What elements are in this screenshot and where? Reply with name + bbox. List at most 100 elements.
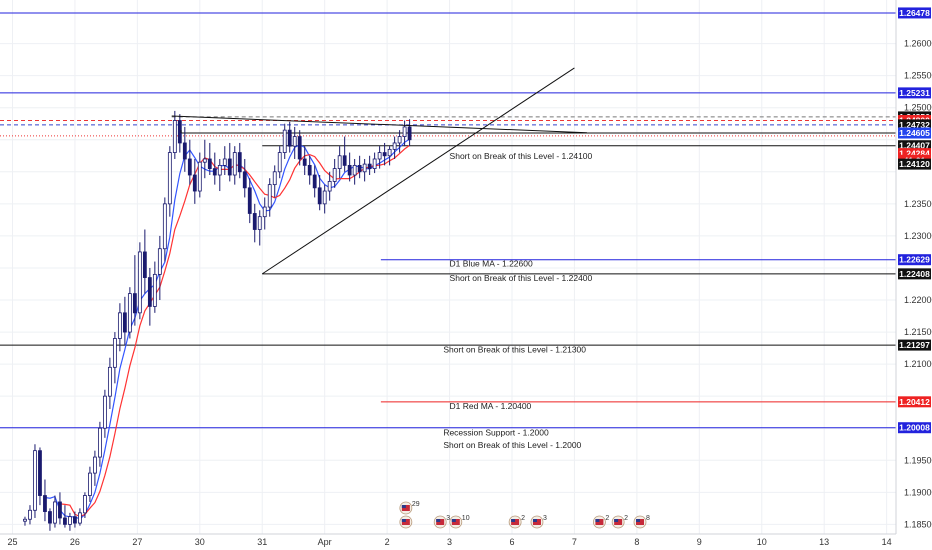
candle-body-up — [162, 203, 167, 250]
candle — [93, 450, 97, 486]
event-count-label: 2 — [521, 515, 525, 522]
candle-body-down — [342, 155, 347, 166]
candle — [307, 155, 312, 185]
candle — [167, 146, 172, 217]
candle — [347, 152, 352, 182]
price-tag-background — [898, 7, 931, 19]
candle-body-up — [88, 472, 92, 496]
price-tick-label: 1.25500 — [904, 71, 932, 81]
candle-body-down — [142, 251, 147, 278]
candle — [137, 242, 142, 320]
candle-body-down — [237, 152, 242, 173]
candle — [322, 184, 327, 214]
candle-body-up — [167, 152, 172, 205]
candle — [187, 139, 192, 185]
candle-body-down — [132, 293, 137, 314]
candle-body-down — [63, 517, 67, 525]
candle-body-up — [327, 181, 332, 192]
candle — [277, 146, 282, 179]
candle — [232, 146, 237, 185]
price-tick-label: 1.18500 — [904, 519, 932, 529]
candle-body-up — [102, 395, 107, 429]
candle-body-down — [122, 312, 127, 333]
price-tag-label: 1.24605 — [899, 128, 930, 138]
candle-body-up — [23, 518, 27, 522]
event-count-label: 2 — [605, 515, 609, 522]
candle-body-up — [397, 136, 402, 144]
candle — [28, 505, 32, 525]
economic-event-flag-icon: 3 — [530, 515, 547, 529]
candle-body-down — [48, 511, 52, 524]
candle-body-down — [242, 171, 247, 189]
candle — [262, 197, 267, 230]
annotation-text: Short on Break of this Level - 1.24100 — [450, 151, 593, 161]
candle-body-down — [407, 126, 412, 141]
price-tick-label: 1.23000 — [904, 231, 932, 241]
price-tag-background — [898, 339, 931, 351]
candle-body-down — [187, 158, 192, 176]
flag-canton-icon — [595, 519, 600, 522]
price-tag-background — [898, 422, 931, 434]
annotation-text: Short on Break of this Level - 1.22400 — [450, 273, 593, 283]
candle-body-down — [38, 450, 42, 496]
candle — [257, 210, 262, 246]
candle-body-down — [58, 501, 62, 519]
candle-body-down — [147, 277, 152, 307]
annotation-text: D1 Red MA - 1.20400 — [450, 401, 532, 411]
candle — [387, 146, 392, 166]
candle — [147, 267, 152, 326]
candle-body-up — [152, 273, 157, 307]
candle-body-up — [377, 152, 382, 160]
candle-body-down — [212, 168, 217, 176]
price-tag: 1.24407 — [898, 140, 931, 152]
candle-body-down — [227, 158, 232, 176]
candle-body-down — [312, 174, 317, 189]
candle-body-up — [28, 509, 32, 520]
price-axis[interactable]: 1.18500 1.19000 1.19500 1.21000 1.21500 1.220… — [904, 39, 932, 530]
price-tag-background — [898, 119, 931, 131]
events-layer: 29 3 10 2 3 2 2 8 — [399, 501, 650, 529]
candle-body-down — [192, 174, 197, 192]
time-tick-label: 31 — [257, 537, 267, 547]
candle-body-down — [302, 158, 307, 166]
candle — [247, 178, 252, 224]
candle-body-up — [68, 516, 72, 525]
candle — [112, 332, 117, 384]
annotations-layer: Short on Break of this Level - 1.24100 D1… — [443, 151, 592, 450]
candle — [83, 492, 87, 518]
price-tag-label: 1.22629 — [899, 255, 930, 265]
candle-body-down — [357, 164, 362, 173]
candle-body-down — [367, 163, 372, 169]
candle — [297, 130, 302, 166]
time-axis[interactable]: 25 26 27 30 31 Apr 2 3 6 7 8 9 10 13 14 — [7, 537, 891, 547]
annotation-text: D1 Blue MA - 1.22600 — [450, 259, 533, 269]
price-tag-label: 1.25231 — [899, 88, 930, 98]
candle — [172, 110, 177, 159]
plot-background — [0, 0, 896, 534]
candle — [312, 165, 317, 198]
candle-body-down — [317, 187, 322, 205]
time-tick-label: 10 — [757, 537, 767, 547]
levels-layer — [0, 12, 896, 429]
candle — [332, 158, 337, 188]
candle-body-up — [292, 136, 297, 147]
candle — [337, 146, 342, 179]
candle — [192, 158, 197, 204]
candle — [202, 139, 207, 179]
economic-event-flag-icon: 3 — [433, 515, 450, 529]
candle — [53, 495, 57, 528]
candle — [407, 119, 412, 147]
price-tag-label: 1.20412 — [899, 397, 930, 407]
price-tick-label: 1.26000 — [904, 39, 932, 49]
candle — [397, 130, 402, 153]
candle-body-up — [172, 120, 177, 153]
price-tag-label: 1.26478 — [899, 8, 930, 18]
candle — [207, 142, 212, 176]
flag-canton-icon — [532, 519, 537, 522]
time-tick-label: 6 — [509, 537, 514, 547]
price-tick-label: 1.25000 — [904, 103, 932, 113]
candle-body-up — [337, 155, 342, 169]
price-tag: 1.26478 — [898, 7, 931, 19]
candle-body-up — [277, 152, 282, 173]
